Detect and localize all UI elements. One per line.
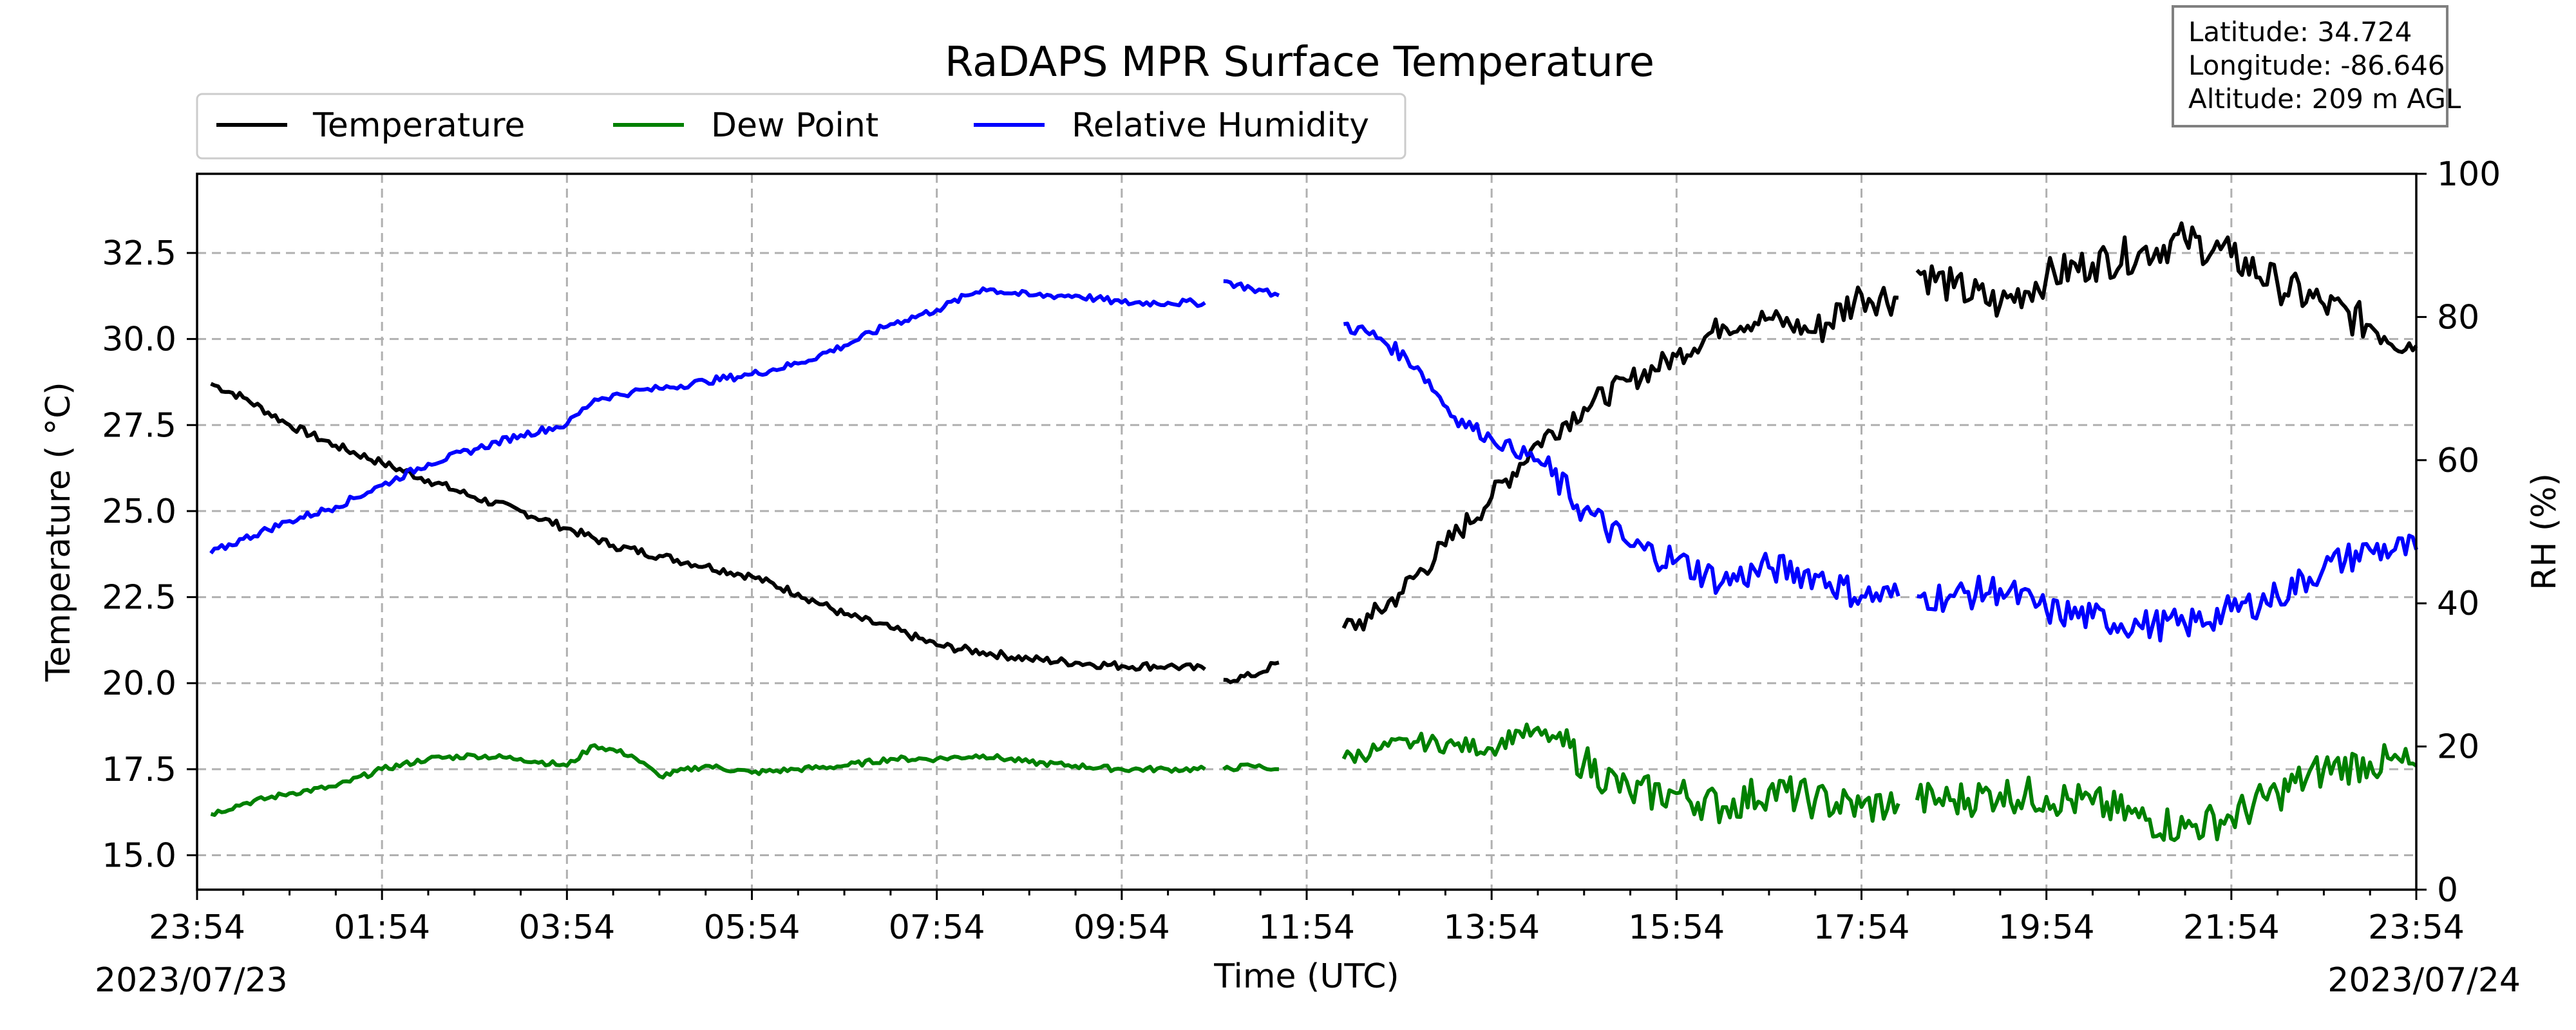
- series-line-dew-point: [1915, 743, 2418, 843]
- x-tick-label: 03:54: [518, 908, 615, 947]
- y-tick-label: 32.5: [102, 234, 176, 273]
- legend: Temperature Dew Point Relative Humidity: [196, 93, 1406, 160]
- x-tick-label: 19:54: [1998, 908, 2095, 947]
- end-date-label: 2023/07/24: [2327, 961, 2521, 1000]
- series-line-dew-point: [1222, 762, 1279, 772]
- y-tick-label: 17.5: [102, 751, 176, 789]
- legend-box: [196, 93, 1406, 160]
- y2-axis-label: RH (%): [2525, 473, 2564, 590]
- series-line-temperature: [1915, 221, 2418, 354]
- y2-tick-label: 20: [2437, 728, 2479, 767]
- x-tick-label: 13:54: [1443, 908, 1540, 947]
- x-tick-label: 15:54: [1628, 908, 1725, 947]
- legend-label-temperature: Temperature: [312, 106, 525, 145]
- series-line-temperature: [210, 382, 1206, 672]
- legend-label-relative-humidity: Relative Humidity: [1072, 106, 1369, 145]
- y2-tick-label: 0: [2437, 871, 2458, 910]
- y-tick-layer: 15.0 17.5 20.0 22.5 25.0 27.5 30.0 32.5: [102, 234, 197, 876]
- y-axis-label: Temperature ( °C): [39, 382, 78, 682]
- series-line-relative-humidity: [1223, 279, 1280, 298]
- series-layer: [209, 221, 2418, 843]
- chart-title: RaDAPS MPR Surface Temperature: [945, 39, 1654, 86]
- x-tick-label: 21:54: [2183, 908, 2280, 947]
- legend-label-dew-point: Dew Point: [711, 106, 878, 145]
- x-tick-layer: 23:54 01:54 03:54 05:54 07:54 09:54 11:54 13:54…: [149, 890, 2465, 947]
- series-line-relative-humidity: [209, 286, 1206, 555]
- series-line-temperature: [1223, 660, 1280, 684]
- y-tick-label: 30.0: [102, 321, 176, 359]
- y2-tick-label: 80: [2437, 298, 2479, 337]
- y-tick-label: 15.0: [102, 837, 176, 876]
- x-tick-label: 11:54: [1258, 908, 1355, 947]
- grid-layer: [197, 174, 2416, 890]
- y-tick-label: 20.0: [102, 664, 176, 703]
- x-tick-label: 07:54: [889, 908, 985, 947]
- location-box: Latitude: 34.724 Longitude: -86.646 Alti…: [2172, 5, 2461, 127]
- y-tick-label: 25.0: [102, 492, 176, 531]
- series-line-relative-humidity: [1343, 321, 1900, 608]
- x-tick-label: 09:54: [1074, 908, 1170, 947]
- series-line-relative-humidity: [1917, 533, 2418, 642]
- location-box-frame: [2172, 5, 2448, 127]
- y2-tick-label: 40: [2437, 585, 2479, 623]
- x-tick-label: 23:54: [2368, 908, 2465, 947]
- y2-tick-label: 60: [2437, 442, 2479, 480]
- x-tick-label: 17:54: [1814, 908, 1910, 947]
- series-line-dew-point: [210, 743, 1206, 817]
- x-tick-label: 01:54: [334, 908, 430, 947]
- x-tick-label: 05:54: [704, 908, 800, 947]
- start-date-label: 2023/07/23: [95, 961, 288, 1000]
- x-axis-label: Time (UTC): [1213, 957, 1399, 996]
- y-tick-label: 22.5: [102, 579, 176, 617]
- location-longitude: Longitude: -86.646: [2188, 50, 2445, 81]
- series-line-temperature: [1341, 285, 1899, 632]
- location-latitude: Latitude: 34.724: [2188, 16, 2412, 48]
- y2-tick-label: 100: [2437, 155, 2501, 194]
- y2-tick-layer: 0 20 40 60 80 100: [2416, 155, 2501, 910]
- x-tick-label: 23:54: [149, 908, 245, 947]
- location-altitude: Altitude: 209 m AGL: [2188, 83, 2461, 115]
- y-tick-label: 27.5: [102, 406, 176, 445]
- series-line-dew-point: [1341, 722, 1900, 825]
